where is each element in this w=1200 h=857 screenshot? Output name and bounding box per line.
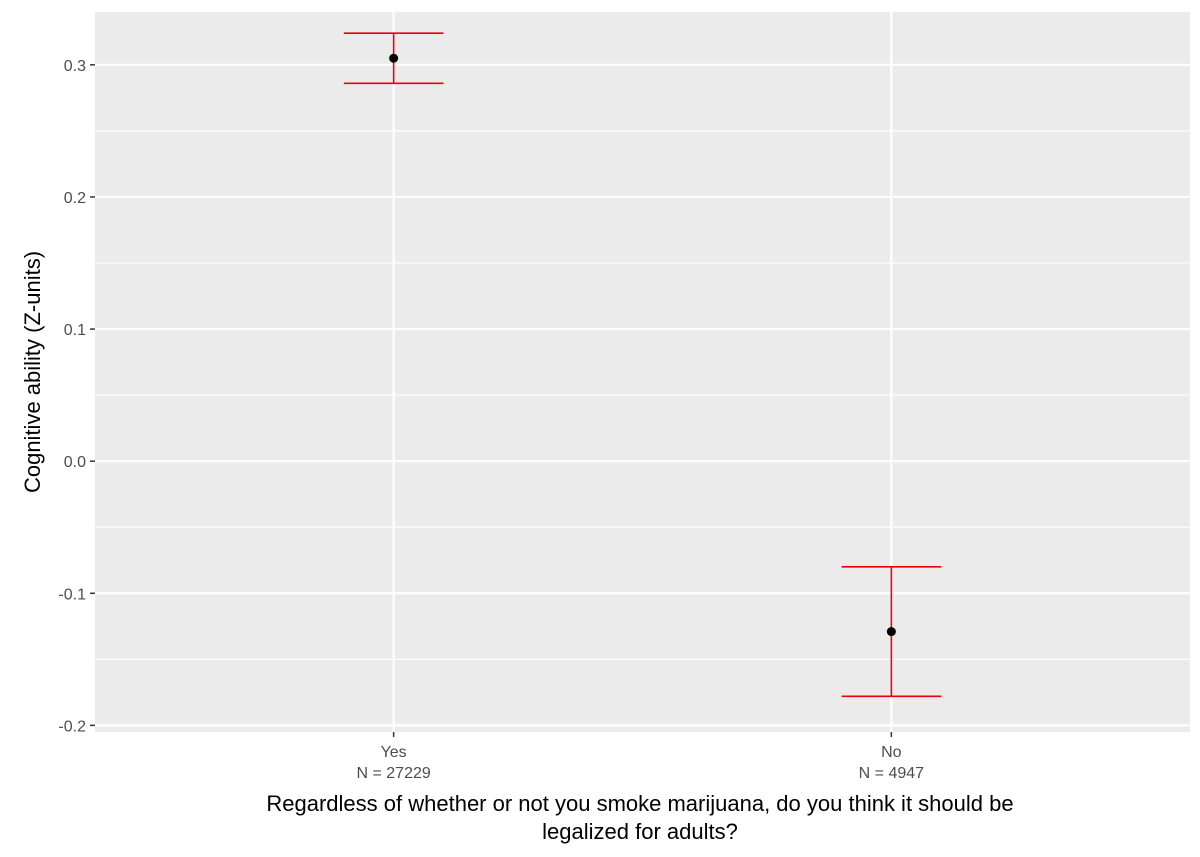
plot-panel (95, 12, 1190, 732)
mean-point-no (886, 627, 896, 637)
x-axis-title-line-1: Regardless of whether or not you smoke m… (266, 791, 1013, 816)
x-tick-sublabel-no: N = 4947 (859, 765, 924, 782)
x-tick-label-yes: Yes (381, 744, 407, 761)
y-tick-label: 0.3 (64, 58, 86, 75)
mean-point-yes (389, 53, 399, 63)
x-tick-label-no: No (881, 744, 902, 761)
errorbar-yes (343, 32, 444, 85)
x-axis-title-line-2: legalized for adults? (542, 819, 738, 844)
x-axis: Yes N = 27229 No N = 4947 (356, 732, 924, 782)
y-tick-label: 0.2 (64, 190, 86, 207)
y-axis-title: Cognitive ability (Z-units) (20, 251, 45, 493)
x-tick-sublabel-yes: N = 27229 (356, 765, 430, 782)
y-tick-label: -0.2 (58, 718, 86, 735)
y-tick-label: 0.1 (64, 322, 86, 339)
errorbar-no (841, 566, 942, 698)
data-marks (343, 32, 942, 698)
y-tick-label: 0.0 (64, 454, 86, 471)
y-tick-label: -0.1 (58, 586, 86, 603)
y-axis: -0.2 -0.1 0.0 0.1 0.2 0.3 (58, 58, 95, 735)
minor-gridlines (95, 130, 1190, 660)
